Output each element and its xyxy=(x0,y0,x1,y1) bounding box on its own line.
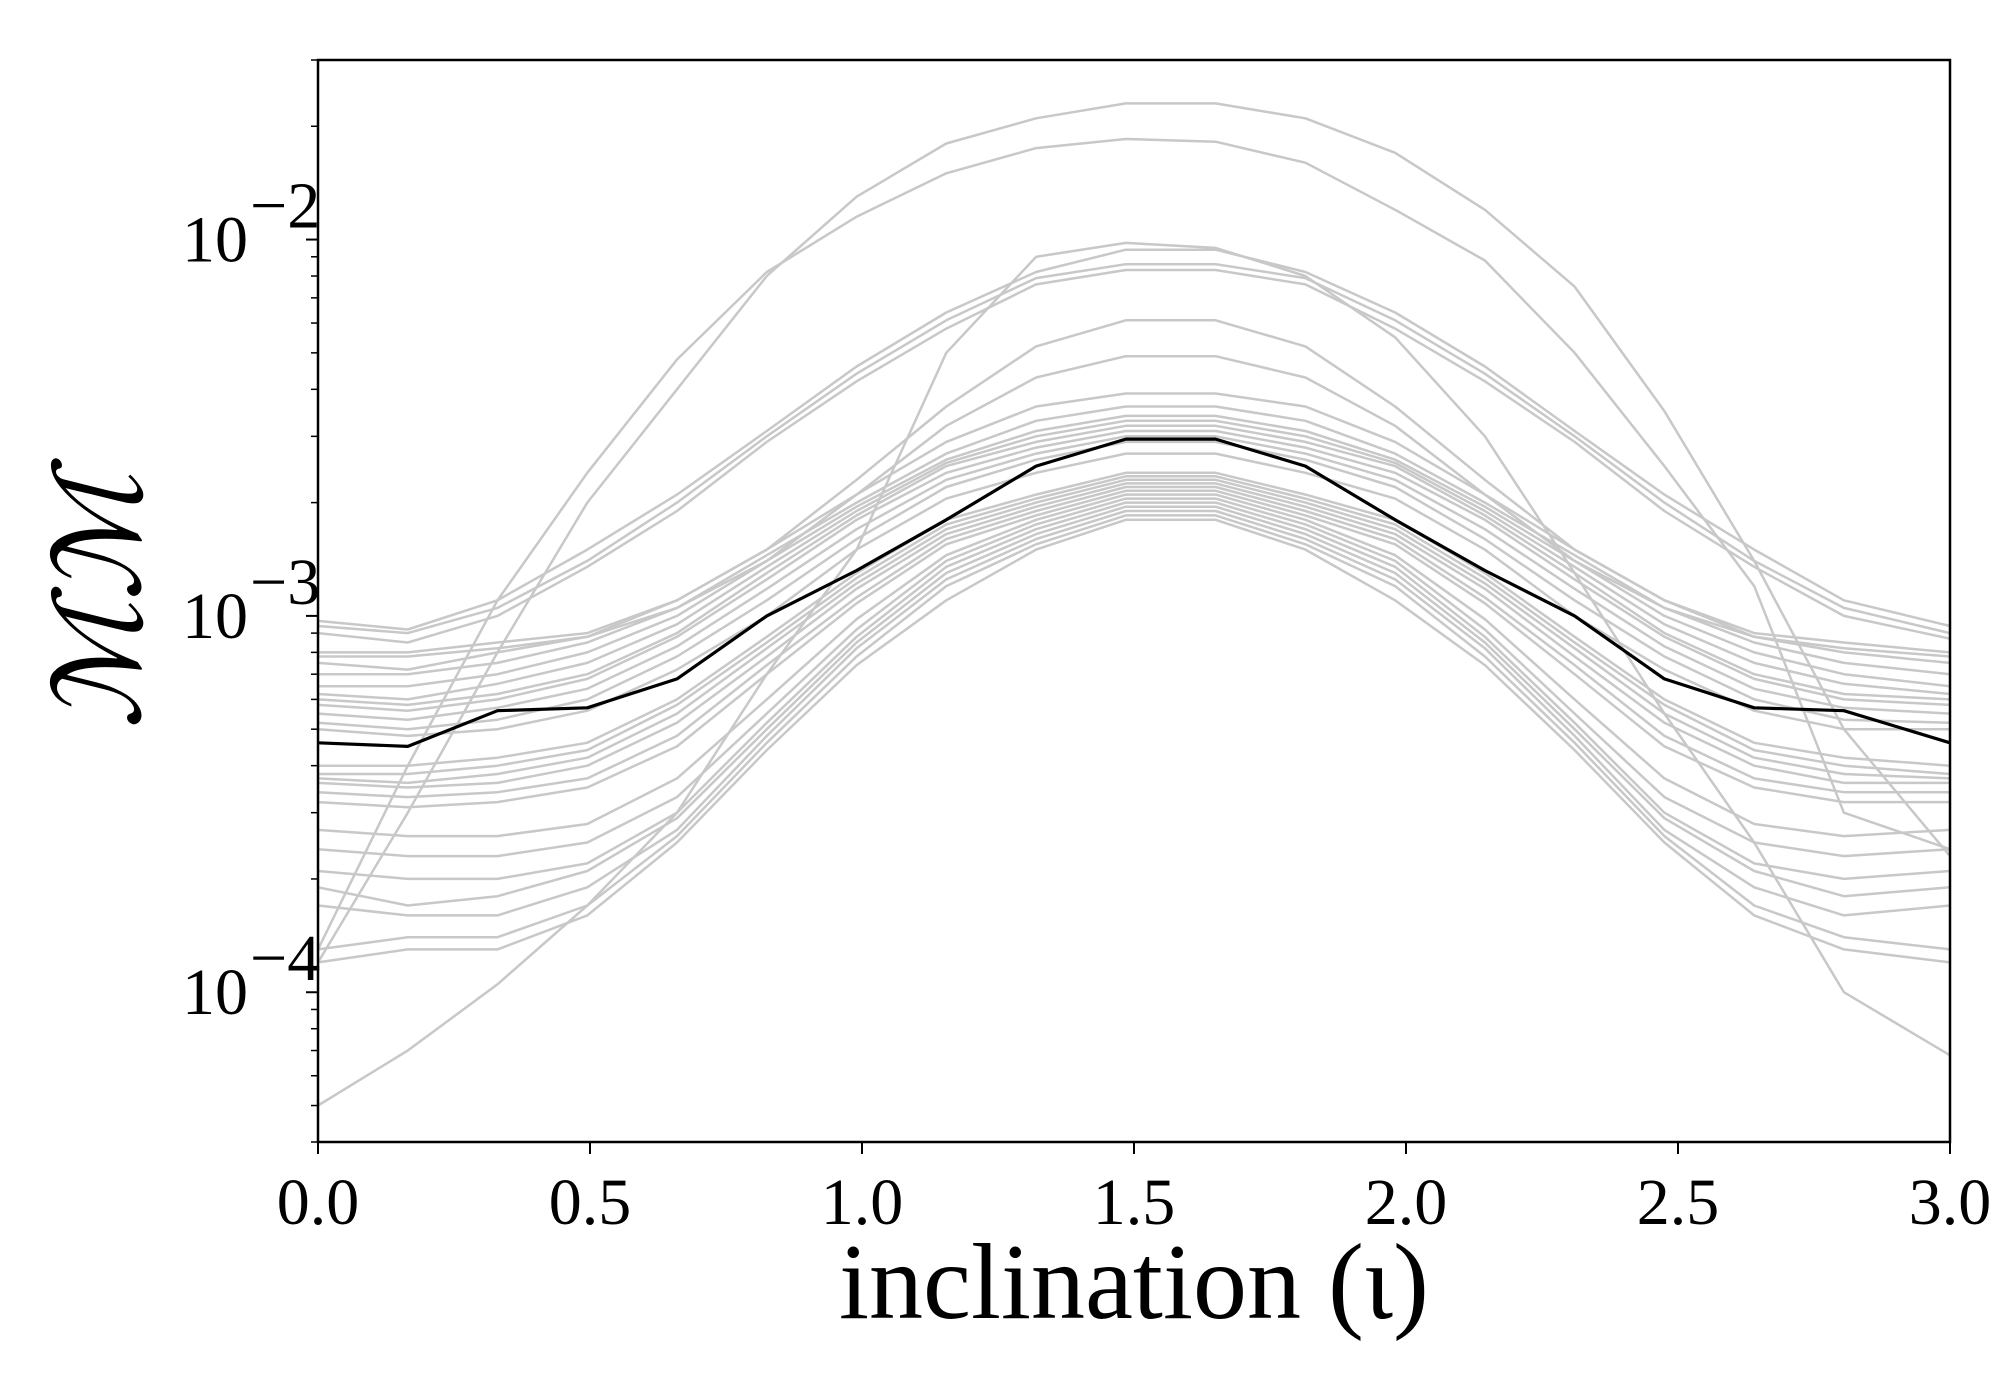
series-line-26 xyxy=(317,501,1951,881)
x-tick-label: 0.5 xyxy=(549,1166,632,1239)
series-line-25 xyxy=(317,497,1951,858)
series-line-28 xyxy=(317,509,1951,917)
series-line-14 xyxy=(317,429,1951,712)
y-axis-label: ℳℳ xyxy=(33,457,166,729)
ticks-layer xyxy=(306,59,1951,1154)
series-line-2 xyxy=(316,102,1951,964)
y-tick-label-exponent: −4 xyxy=(250,922,320,995)
series-line-24 xyxy=(317,493,1951,838)
series-line-29 xyxy=(317,514,1951,951)
y-tick-label-exponent: −3 xyxy=(250,546,320,619)
series-line-11 xyxy=(318,414,1951,688)
x-axis-label: inclination (ι) xyxy=(839,1223,1429,1342)
series-line-3 xyxy=(316,137,1951,950)
series-line-9 xyxy=(317,392,1951,671)
series-line-16 xyxy=(317,440,1951,731)
series-line-4 xyxy=(317,248,1951,631)
series-line-27 xyxy=(317,505,1951,907)
series-line-19 xyxy=(318,475,1951,776)
series-line-12 xyxy=(317,419,1951,701)
series-line-13 xyxy=(317,424,1951,707)
series-line-10 xyxy=(318,405,1951,676)
x-tick-label: 3.0 xyxy=(1909,1166,1992,1239)
y-tick-label: 10 xyxy=(182,204,248,277)
series-line-5 xyxy=(317,262,1951,635)
x-tick-label: 1.5 xyxy=(1093,1166,1176,1239)
y-tick-label: 10 xyxy=(182,580,248,653)
tick-labels-layer: 0.0 0.5 1.0 1.5 2.0 2.5 3.010−410−310−2 xyxy=(182,170,1991,1239)
series-line-22 xyxy=(317,485,1950,799)
x-tick-label: 2.5 xyxy=(1637,1166,1720,1239)
y-tick-label-exponent: −2 xyxy=(250,170,320,243)
series-line-15 xyxy=(317,435,1951,721)
series-line-17 xyxy=(317,452,1950,738)
series-line-30 xyxy=(317,518,1951,964)
y-tick-label: 10 xyxy=(182,956,248,1029)
series-line-6 xyxy=(317,268,1951,644)
x-tick-label: 2.0 xyxy=(1365,1166,1448,1239)
series-line-21 xyxy=(317,482,1950,789)
highlight-series-line xyxy=(317,437,1951,749)
series-line-18 xyxy=(318,471,1951,767)
x-tick-label: 0.0 xyxy=(277,1166,360,1239)
highlight-layer xyxy=(317,437,1951,749)
series-layer xyxy=(316,102,1951,1107)
series-line-20 xyxy=(317,478,1951,785)
series-line-23 xyxy=(317,489,1950,809)
x-tick-label: 1.0 xyxy=(821,1166,904,1239)
